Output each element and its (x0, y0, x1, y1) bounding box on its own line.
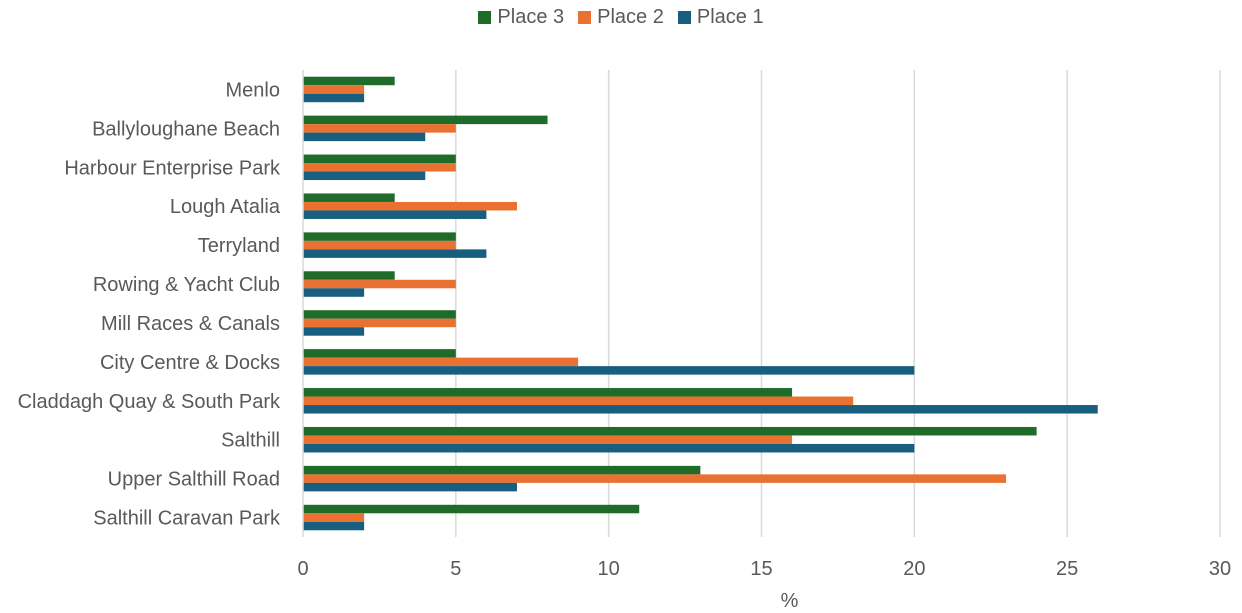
bar-3-6 (303, 288, 365, 297)
bar-2-3 (303, 163, 456, 172)
bar-3-9 (303, 405, 1098, 414)
bar-1-3 (303, 154, 456, 164)
bar-3-2 (303, 132, 426, 142)
category-label-10: Salthill (221, 430, 280, 452)
bar-2-10 (303, 435, 793, 444)
x-tick-label-5: 25 (1056, 558, 1078, 580)
bar-2-8 (303, 357, 579, 367)
category-label-1: Menlo (226, 79, 280, 101)
bar-3-3 (303, 171, 426, 181)
bar-2-9 (303, 396, 854, 406)
legend-item-place-3: Place 3 (478, 6, 564, 29)
legend-swatch-place-3 (478, 11, 492, 24)
bar-3-1 (303, 93, 365, 103)
category-label-6: Rowing & Yacht Club (93, 274, 280, 296)
bar-1-10 (303, 426, 1037, 436)
x-tick-label-6: 30 (1209, 558, 1231, 580)
bar-1-9 (303, 388, 793, 397)
x-tick-label-1: 5 (450, 558, 461, 580)
legend-item-place-2: Place 2 (578, 6, 664, 29)
legend-label-place-1: Place 1 (696, 6, 764, 28)
bar-1-1 (303, 76, 395, 86)
bar-1-5 (303, 232, 456, 241)
bar-3-4 (303, 210, 487, 219)
bar-3-12 (303, 521, 365, 531)
category-label-8: City Centre & Docks (100, 352, 280, 374)
x-tick-label-4: 20 (903, 558, 925, 580)
category-label-3: Harbour Enterprise Park (64, 157, 281, 179)
legend-item-place-1: Place 1 (677, 6, 764, 29)
bar-3-7 (303, 327, 365, 336)
x-tick-label-2: 10 (598, 558, 620, 580)
bar-2-11 (303, 474, 1007, 483)
bar-1-11 (303, 465, 701, 475)
category-label-2: Ballyloughane Beach (92, 118, 280, 140)
legend-swatch-place-1 (677, 11, 691, 24)
bar-1-12 (303, 504, 640, 514)
legend-label-place-2: Place 2 (597, 6, 664, 28)
x-tick-label-0: 0 (297, 558, 308, 580)
x-axis-title: % (781, 590, 799, 612)
bar-1-2 (303, 115, 548, 125)
bar-2-12 (303, 513, 365, 522)
legend-label-place-3: Place 3 (497, 6, 565, 28)
category-label-11: Upper Salthill Road (108, 469, 280, 491)
category-label-4: Lough Atalia (170, 196, 281, 218)
bar-2-5 (303, 240, 456, 250)
legend-swatch-place-2 (578, 11, 592, 24)
category-label-7: Mill Races & Canals (101, 313, 280, 335)
bar-2-1 (303, 85, 365, 94)
bar-3-10 (303, 443, 915, 453)
bar-2-2 (303, 124, 456, 133)
x-tick-label-3: 15 (750, 558, 772, 580)
category-label-5: Terryland (198, 235, 280, 257)
chart-legend: Place 3 Place 2 Place 1 (0, 6, 1242, 29)
category-label-9: Claddagh Quay & South Park (18, 391, 281, 413)
category-label-12: Salthill Caravan Park (93, 508, 281, 530)
bar-2-7 (303, 318, 456, 328)
bar-1-8 (303, 349, 456, 358)
bar-2-6 (303, 279, 456, 289)
bar-1-7 (303, 310, 456, 319)
bar-3-8 (303, 366, 915, 375)
bar-2-4 (303, 201, 517, 211)
bar-3-11 (303, 482, 517, 492)
bar-3-5 (303, 249, 487, 258)
bar-1-6 (303, 271, 395, 280)
bar-1-4 (303, 193, 395, 202)
